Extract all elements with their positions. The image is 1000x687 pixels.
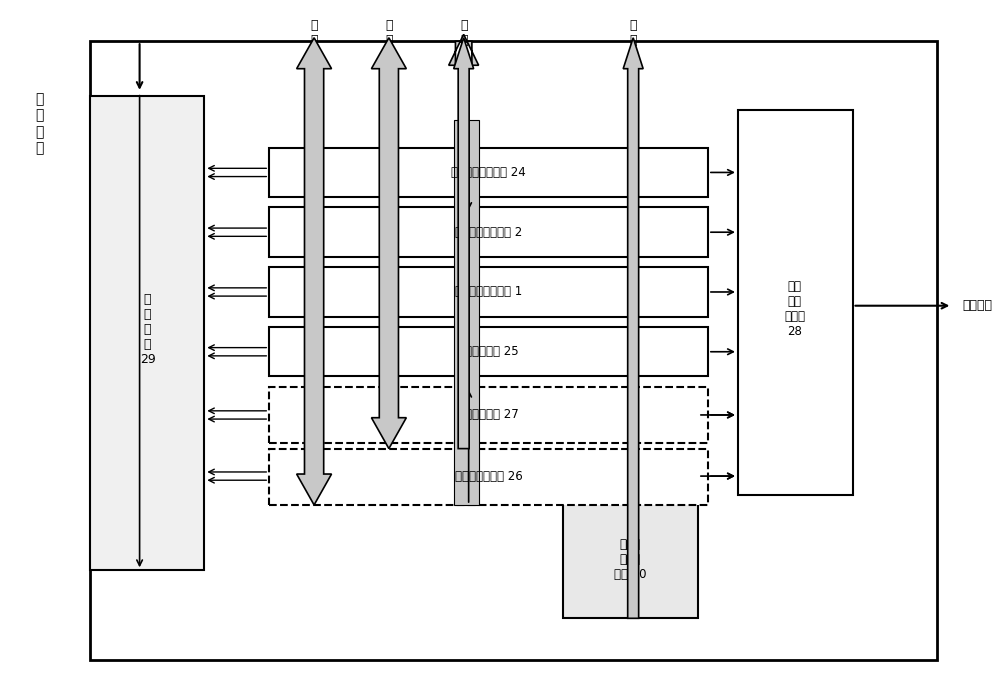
- FancyBboxPatch shape: [269, 387, 708, 443]
- Text: 交换端口队列控制 1: 交换端口队列控制 1: [455, 286, 522, 298]
- Text: 端
系
统: 端 系 统: [310, 19, 318, 63]
- FancyBboxPatch shape: [269, 267, 708, 317]
- Text: 捕
获
调
度: 捕 获 调 度: [385, 19, 393, 77]
- Polygon shape: [449, 34, 479, 65]
- Text: 发送
调度
仲裁器
28: 发送 调度 仲裁器 28: [784, 280, 805, 338]
- Text: 交换端口队列控制 2: 交换端口队列控制 2: [455, 226, 522, 238]
- FancyBboxPatch shape: [269, 148, 708, 197]
- Text: 交换端口队列控制 24: 交换端口队列控制 24: [451, 166, 526, 179]
- Text: 端系统队列控制 26: 端系统队列控制 26: [455, 470, 522, 482]
- Polygon shape: [371, 38, 406, 449]
- FancyBboxPatch shape: [454, 120, 479, 505]
- Text: 捕获队列控制 27: 捕获队列控制 27: [458, 409, 519, 421]
- FancyBboxPatch shape: [563, 498, 698, 618]
- FancyBboxPatch shape: [269, 327, 708, 376]
- Text: 主机队列控制 25: 主机队列控制 25: [458, 346, 519, 358]
- Polygon shape: [623, 38, 643, 618]
- Polygon shape: [297, 38, 332, 505]
- Polygon shape: [454, 38, 474, 449]
- Text: 交换调度: 交换调度: [962, 300, 992, 312]
- FancyBboxPatch shape: [738, 110, 853, 495]
- Text: 主
机
接
口
29: 主 机 接 口 29: [140, 293, 155, 366]
- FancyBboxPatch shape: [90, 41, 937, 660]
- FancyBboxPatch shape: [269, 207, 708, 257]
- Text: 主
机
接
口: 主 机 接 口: [36, 92, 44, 155]
- Text: 接
收
调
度: 接 收 调 度: [460, 19, 467, 77]
- FancyBboxPatch shape: [90, 96, 204, 570]
- FancyBboxPatch shape: [269, 449, 708, 505]
- Text: 交换通
道开关
逻辑 30: 交换通 道开关 逻辑 30: [614, 539, 646, 581]
- Text: 交
换
通
道: 交 换 通 道: [629, 19, 637, 77]
